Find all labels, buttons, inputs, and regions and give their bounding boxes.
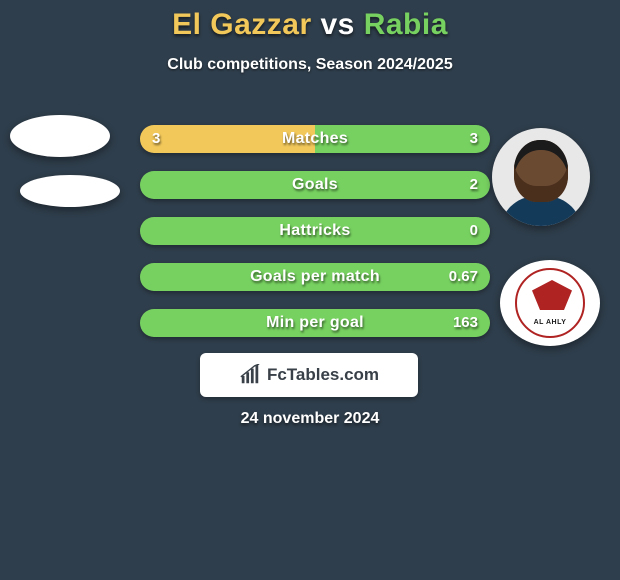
stat-label: Goals: [140, 171, 490, 199]
stat-value-right: 0.67: [449, 263, 478, 291]
stat-label: Min per goal: [140, 309, 490, 337]
stat-value-right: 0: [470, 217, 478, 245]
chart-icon: [239, 364, 261, 386]
stat-row: Matches3 3: [140, 125, 490, 153]
stat-bars: Matches3 3 Goals2 Hattricks0 Goals per match…: [140, 125, 490, 355]
stat-label: Goals per match: [140, 263, 490, 291]
title-player1: El Gazzar: [172, 8, 312, 41]
stat-value-right: 2: [470, 171, 478, 199]
stat-row: Hattricks0: [140, 217, 490, 245]
stat-row: Goals per match0.67: [140, 263, 490, 291]
player2-avatar: [492, 128, 590, 226]
player2-club-crest: AL AHLY: [500, 260, 600, 346]
watermark: FcTables.com: [200, 353, 418, 397]
subtitle: Club competitions, Season 2024/2025: [0, 56, 620, 74]
stat-value-right: 3: [470, 125, 478, 153]
date-label: 24 november 2024: [0, 410, 620, 428]
crest-icon: AL AHLY: [515, 268, 585, 338]
title-player2: Rabia: [364, 8, 448, 41]
stat-value-right: 163: [453, 309, 478, 337]
stat-value-left: 3: [152, 125, 160, 153]
player1-club-crest: [20, 175, 120, 207]
title-vs: vs: [320, 8, 354, 41]
comparison-infographic: El Gazzar vs Rabia Club competitions, Se…: [0, 0, 620, 580]
stat-label: Hattricks: [140, 217, 490, 245]
stat-row: Min per goal163: [140, 309, 490, 337]
stat-label: Matches: [140, 125, 490, 153]
page-title: El Gazzar vs Rabia: [0, 0, 620, 42]
player1-avatar: [10, 115, 110, 157]
crest-label: AL AHLY: [517, 319, 583, 326]
watermark-text: FcTables.com: [267, 365, 379, 385]
eagle-icon: [532, 280, 572, 310]
stat-row: Goals2: [140, 171, 490, 199]
